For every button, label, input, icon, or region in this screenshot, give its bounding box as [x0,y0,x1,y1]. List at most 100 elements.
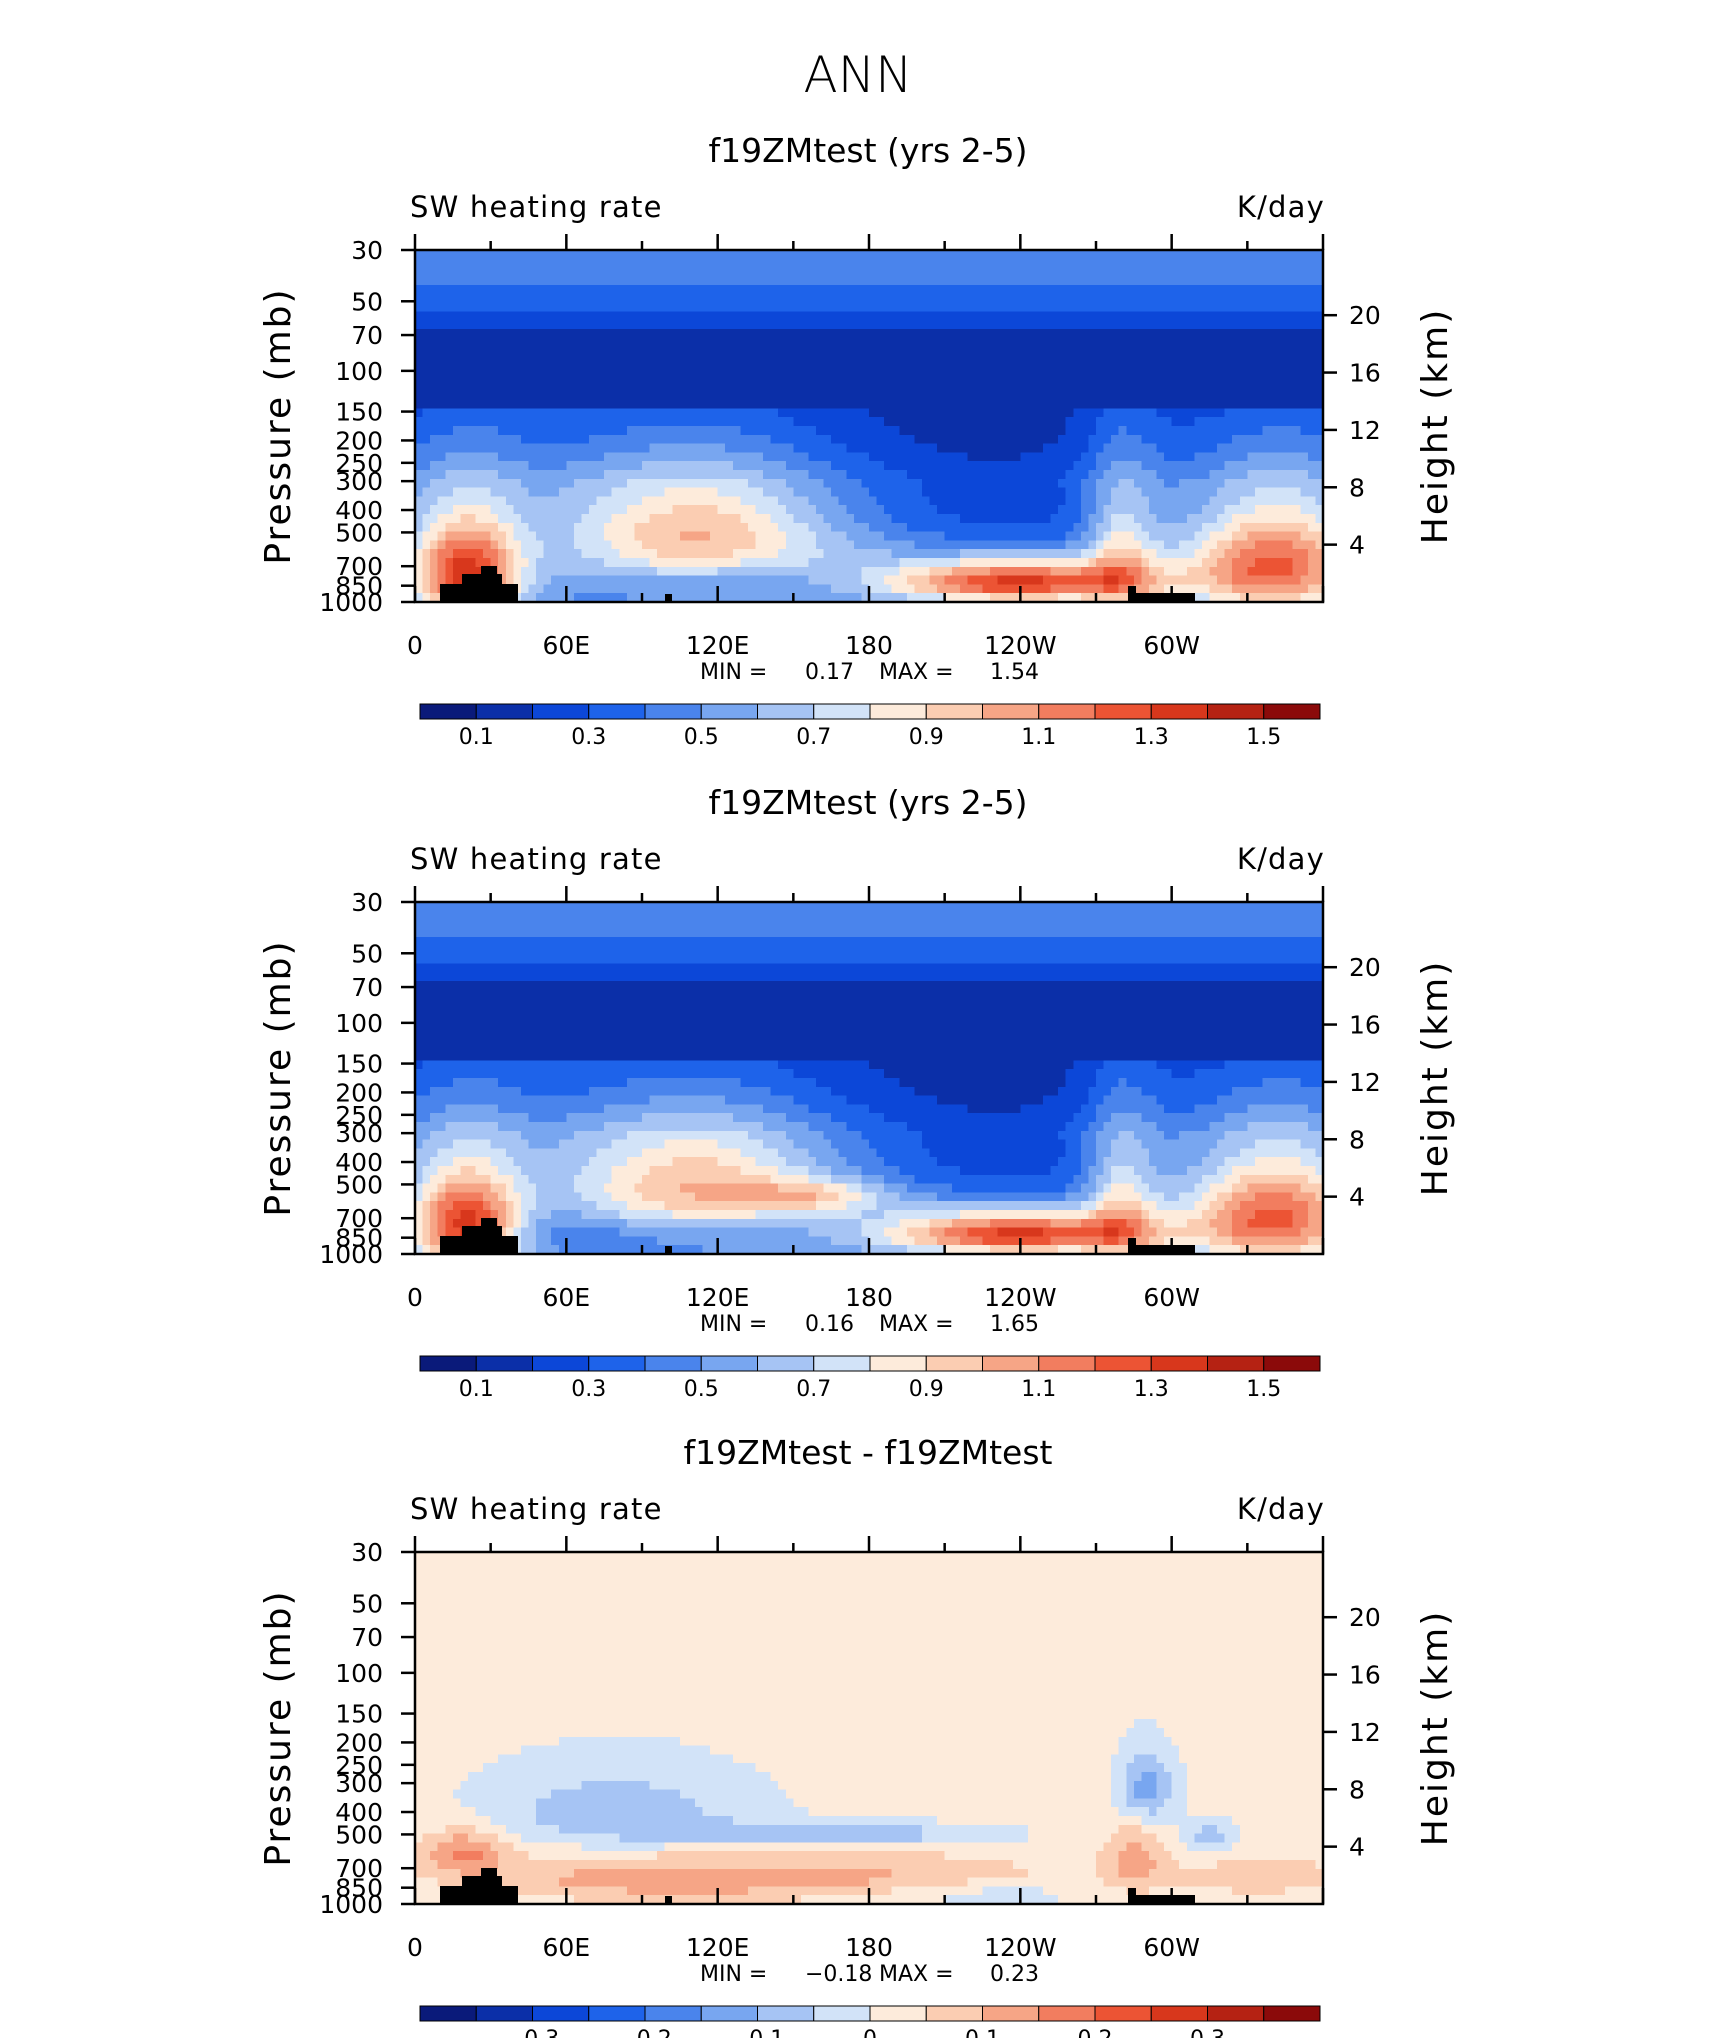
contour-cell [861,346,870,357]
contour-cell [808,285,817,295]
contour-cell [513,452,522,462]
contour-cell [596,584,605,594]
contour-cell [838,584,847,594]
contour-cell [657,531,666,541]
contour-cell [657,443,666,453]
contour-cell [906,566,915,577]
contour-cell [899,902,908,912]
contour-cell [1164,311,1173,321]
contour-cell [498,461,507,471]
contour-cell [937,522,946,533]
contour-cell [498,426,507,436]
contour-cell [808,470,817,480]
contour-cell [1232,478,1241,489]
contour-cell [1148,329,1158,339]
contour-cell [747,566,757,577]
contour-cell [778,250,787,260]
contour-cell [725,276,734,286]
contour-cell [755,558,764,568]
contour-cell [725,329,734,339]
contour-cell [1239,505,1248,515]
contour-cell [422,382,431,392]
contour-cell [1111,558,1120,568]
contour-cell [1088,434,1097,445]
contour-cell [899,522,908,533]
contour-cell [1254,346,1264,357]
contour-cell [460,267,469,277]
contour-cell [747,584,757,594]
contour-cell [1050,593,1059,603]
contour-cell [679,487,688,497]
contour-cell [664,461,673,471]
contour-cell [770,399,779,409]
contour-cell [1126,311,1135,321]
contour-cell [657,470,666,480]
contour-cell [740,408,749,418]
contour-cell [1080,250,1090,260]
contour-cell [1277,346,1286,357]
contour-cell [1156,390,1165,401]
contour-cell [566,382,575,392]
contour-cell [710,364,719,374]
contour-cell [1171,285,1180,295]
contour-cell [1232,575,1241,585]
contour-cell [589,294,598,304]
contour-cell [611,452,620,462]
contour-cell [543,417,552,427]
contour-cell [990,902,999,912]
contour-cell [816,390,825,401]
contour-cell [921,408,931,418]
contour-cell [1020,461,1029,471]
contour-cell [944,294,953,304]
contour-cell [619,355,628,365]
contour-cell [1096,346,1105,357]
contour-cell [1217,250,1226,260]
contour-cell [1239,540,1248,550]
contour-cell [1012,417,1021,427]
contour-cell [1247,505,1256,515]
contour-cell [1096,540,1105,550]
contour-cell [475,558,484,568]
contour-cell [558,285,567,295]
contour-cell [475,390,484,401]
contour-cell [460,443,469,453]
contour-cell [1050,250,1059,260]
contour-cell [997,311,1006,321]
contour-cell [634,461,643,471]
contour-cell [1148,478,1158,489]
contour-cell [853,566,863,577]
contour-cell [1171,346,1180,357]
contour-cell [543,364,552,374]
contour-cell [1088,399,1097,409]
contour-cell [520,478,530,489]
contour-cell [1141,250,1150,260]
topography [1128,593,1195,602]
contour-cell [921,443,931,453]
contour-cell [982,470,991,480]
contour-cell [475,470,484,480]
contour-cell [634,443,643,453]
contour-cell [679,320,688,330]
contour-cell [997,285,1006,295]
contour-cell [1156,575,1165,585]
contour-cell [785,549,794,559]
contour-cell [694,276,704,286]
contour-cell [906,558,915,568]
contour-cell [1292,593,1301,603]
contour-cell [747,346,757,357]
contour-cell [1065,496,1074,506]
contour-cell [1171,531,1180,541]
contour-cell [604,285,613,295]
contour-cell [1285,250,1294,260]
contour-cell [838,294,847,304]
contour-cell [1027,584,1037,594]
contour-cell [1111,593,1120,603]
contour-cell [1126,461,1135,471]
contour-cell [422,373,431,383]
contour-cell [1020,417,1029,427]
contour-cell [1232,320,1241,330]
x-tick-label: 0 [407,631,423,660]
contour-cell [710,496,719,506]
contour-cell [460,478,469,489]
contour-cell [1050,426,1059,436]
